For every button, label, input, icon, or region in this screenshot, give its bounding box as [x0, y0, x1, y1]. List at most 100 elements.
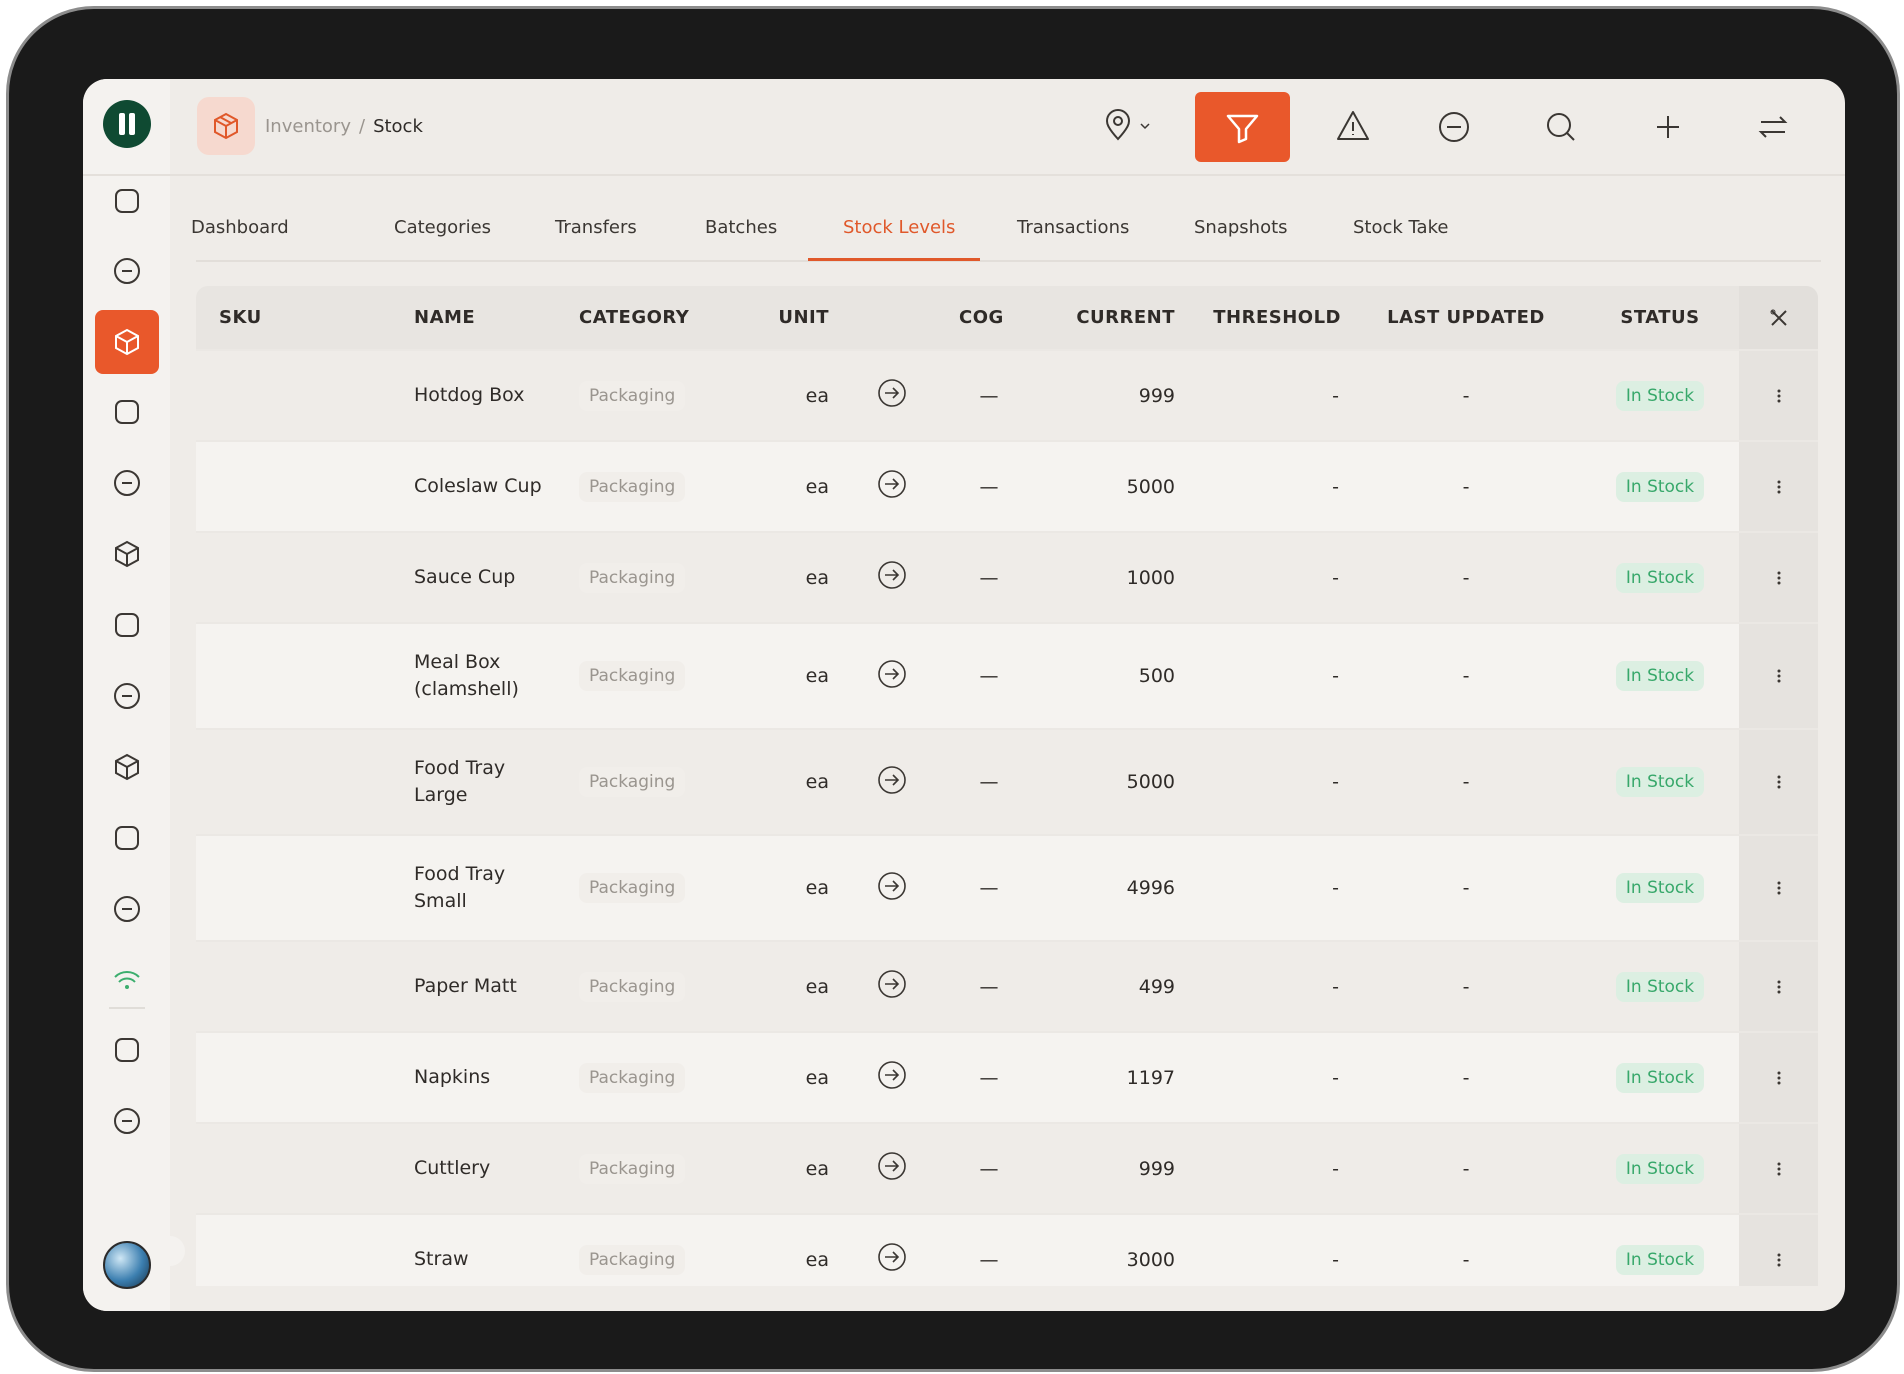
- open-cell[interactable]: [839, 1240, 944, 1279]
- minus-button[interactable]: [1426, 99, 1482, 155]
- nav-item[interactable]: [95, 169, 159, 233]
- alert-button[interactable]: [1325, 99, 1381, 155]
- nav-icon: [114, 1108, 140, 1134]
- open-cell[interactable]: [839, 869, 944, 908]
- table-row[interactable]: Sauce Cup Packaging ea — 1000 - - In Stock: [196, 531, 1818, 622]
- open-cell[interactable]: [839, 467, 944, 506]
- table-row[interactable]: Food Tray Large Packaging ea — 5000 - - In Stoc…: [196, 728, 1818, 834]
- nav-item[interactable]: [95, 522, 159, 586]
- active-tab-underline: [808, 258, 980, 261]
- column-header: SKU: [219, 307, 262, 328]
- tab[interactable]: Transactions: [1017, 217, 1130, 238]
- add-button[interactable]: [1640, 99, 1696, 155]
- threshold: -: [1332, 975, 1339, 998]
- nav-item[interactable]: [95, 947, 159, 1011]
- table-row[interactable]: Hotdog Box Packaging ea — 999 - - In Stock: [196, 349, 1818, 440]
- tab[interactable]: Stock Take: [1353, 217, 1449, 238]
- menu-dots: [1777, 389, 1780, 402]
- cog: —: [979, 877, 999, 899]
- item-name: Napkins: [414, 1066, 491, 1088]
- category-pill: Packaging: [579, 661, 686, 691]
- nav-item[interactable]: [95, 877, 159, 941]
- threshold: -: [1332, 566, 1339, 589]
- row-menu[interactable]: [1739, 1124, 1818, 1213]
- open-arrow: [877, 379, 906, 407]
- status-cell: In Stock: [1581, 471, 1739, 502]
- row-menu[interactable]: [1739, 624, 1818, 728]
- tab[interactable]: Snapshots: [1194, 217, 1288, 238]
- name-cell: Coleslaw Cup: [404, 473, 569, 500]
- nav-icon: [114, 683, 140, 709]
- row-menu[interactable]: [1739, 942, 1818, 1031]
- table-row[interactable]: Paper Matt Packaging ea — 499 - - In Stock: [196, 940, 1818, 1031]
- crumb[interactable]: Inventory: [265, 116, 351, 137]
- tab[interactable]: Transfers: [555, 217, 637, 238]
- nav-item[interactable]: [95, 1089, 159, 1153]
- tab-line: [196, 260, 1821, 262]
- nav-item[interactable]: [95, 380, 159, 444]
- row-menu[interactable]: [1739, 836, 1818, 940]
- open-cell[interactable]: [839, 657, 944, 696]
- screen: Inventory / Stock Dashboard Categories Tra…: [83, 79, 1845, 1311]
- row-menu[interactable]: [1739, 351, 1818, 440]
- nav-item[interactable]: [95, 310, 159, 374]
- unit: ea: [805, 771, 829, 793]
- collapse-button[interactable]: [155, 1236, 185, 1266]
- tab[interactable]: Categories: [394, 217, 492, 238]
- nav-item[interactable]: [95, 593, 159, 657]
- open-cell[interactable]: [839, 1149, 944, 1188]
- row-menu[interactable]: [1739, 1033, 1818, 1122]
- column-settings[interactable]: [1739, 286, 1818, 349]
- nav-item[interactable]: [95, 735, 159, 799]
- nav-icon: [114, 971, 140, 989]
- nav-item[interactable]: [95, 806, 159, 870]
- name-cell: Food Tray Small: [404, 861, 569, 915]
- open-cell[interactable]: [839, 558, 944, 597]
- nav-item[interactable]: [95, 1018, 159, 1082]
- row-menu[interactable]: [1739, 1215, 1818, 1286]
- tab[interactable]: Stock Levels: [843, 217, 956, 238]
- open-arrow: [877, 871, 906, 900]
- status-pill: In Stock: [1615, 661, 1705, 691]
- status-pill: In Stock: [1615, 471, 1705, 502]
- nav-icon: [115, 540, 139, 568]
- row-menu[interactable]: [1739, 442, 1818, 531]
- table-row[interactable]: Meal Box (clamshell) Packaging ea — 500 - - In …: [196, 622, 1818, 728]
- location-button[interactable]: [1093, 99, 1173, 155]
- search-button[interactable]: [1533, 99, 1589, 155]
- avatar[interactable]: [103, 1241, 151, 1289]
- menu-dots: [1777, 775, 1780, 789]
- row-menu[interactable]: [1739, 730, 1818, 834]
- item-name: Paper Matt: [414, 975, 517, 997]
- category-cell: Packaging: [569, 1244, 754, 1275]
- nav-icon: [114, 470, 140, 496]
- nav-item[interactable]: [95, 664, 159, 728]
- nav-item[interactable]: [95, 451, 159, 515]
- open-cell[interactable]: [839, 1058, 944, 1097]
- last-updated: -: [1462, 975, 1470, 998]
- table-row[interactable]: Cuttlery Packaging ea — 999 - - In Stock: [196, 1122, 1818, 1213]
- last-updated: -: [1462, 566, 1470, 589]
- open-arrow: [877, 561, 906, 589]
- nav-icon: [114, 258, 140, 284]
- unit: ea: [805, 384, 829, 407]
- tab[interactable]: Dashboard: [191, 217, 289, 238]
- table-row[interactable]: Food Tray Small Packaging ea — 4996 - - In Stoc…: [196, 834, 1818, 940]
- row-menu[interactable]: [1739, 533, 1818, 622]
- category-pill: Packaging: [579, 1062, 686, 1093]
- open-cell[interactable]: [839, 763, 944, 802]
- filter-button[interactable]: [1195, 92, 1290, 162]
- swap-button[interactable]: [1745, 99, 1801, 155]
- logo[interactable]: [103, 100, 151, 148]
- open-cell[interactable]: [839, 967, 944, 1006]
- last-updated: -: [1462, 771, 1470, 793]
- nav-item[interactable]: [95, 239, 159, 303]
- table-row[interactable]: Straw Packaging ea — 3000 - - In Stock: [196, 1213, 1818, 1286]
- table-row[interactable]: Coleslaw Cup Packaging ea — 5000 - - In Stock: [196, 440, 1818, 531]
- menu-dots: [1777, 1162, 1780, 1175]
- unit: ea: [805, 1066, 829, 1089]
- tab[interactable]: Batches: [705, 217, 778, 238]
- column-header: LAST UPDATED: [1387, 307, 1545, 328]
- open-cell[interactable]: [839, 376, 944, 415]
- table-row[interactable]: Napkins Packaging ea — 1197 - - In Stock: [196, 1031, 1818, 1122]
